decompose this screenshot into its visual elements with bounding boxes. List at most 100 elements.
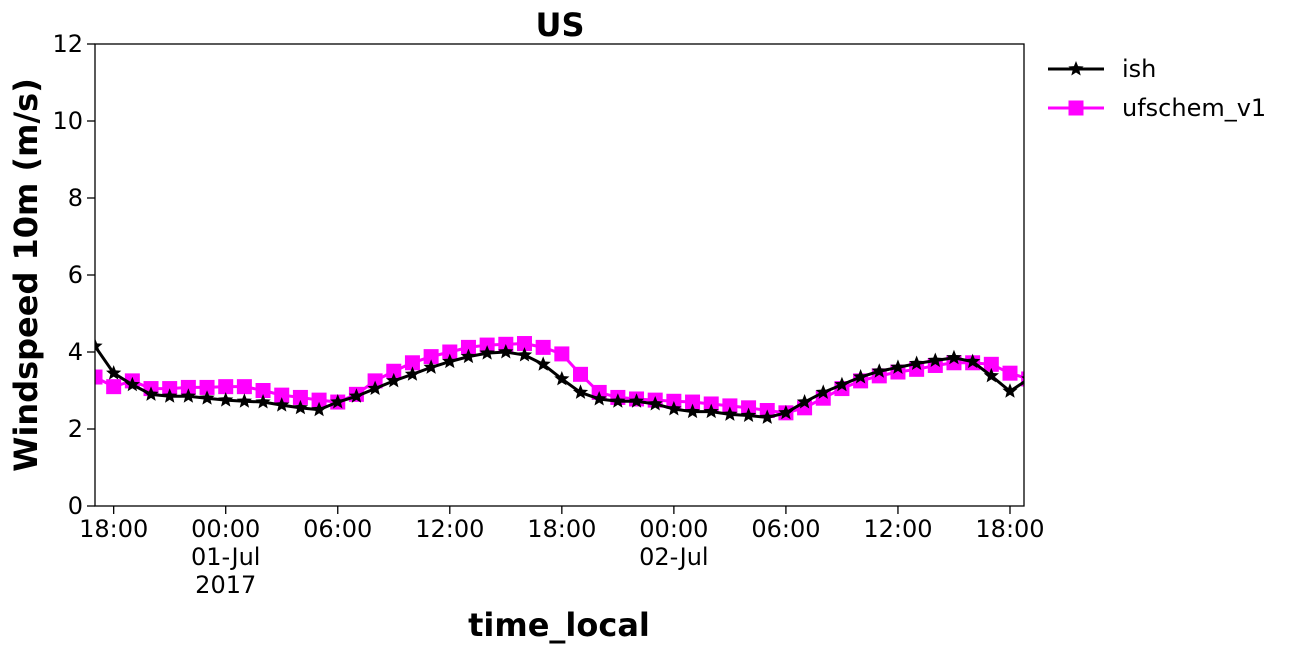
x-tick-label: 06:00 — [303, 515, 372, 543]
data-point — [516, 336, 532, 352]
data-point — [853, 369, 869, 384]
data-point — [143, 386, 159, 401]
y-tick-label: 6 — [68, 261, 83, 289]
legend-label-ufschem_v1: ufschem_v1 — [1122, 94, 1266, 122]
chart-title: US — [535, 6, 584, 44]
data-point — [460, 339, 476, 355]
data-point — [236, 379, 252, 395]
data-point — [965, 353, 981, 369]
data-point — [740, 407, 757, 422]
x-tick-label: 00:00 — [191, 515, 260, 543]
data-point — [890, 359, 906, 374]
data-point — [1002, 365, 1018, 381]
data-point — [274, 387, 290, 403]
data-point — [255, 394, 271, 409]
data-point — [386, 372, 402, 388]
data-point — [684, 403, 701, 419]
data-point — [199, 379, 215, 395]
x-tick-label: 18:00 — [975, 515, 1044, 543]
data-point — [423, 349, 439, 365]
data-point — [236, 393, 252, 408]
data-point — [535, 339, 551, 355]
data-point — [162, 388, 178, 403]
data-point — [927, 352, 943, 367]
legend-label-ish: ish — [1122, 55, 1156, 83]
data-point — [703, 403, 719, 419]
legend-marker-ufschem_v1 — [1068, 100, 1084, 116]
x-tick-label: 18:00 — [79, 515, 148, 543]
data-point — [442, 353, 458, 369]
data-point — [218, 392, 234, 407]
data-point — [983, 356, 999, 372]
data-point — [554, 346, 570, 362]
y-tick-label: 2 — [68, 415, 83, 443]
data-point — [815, 384, 831, 399]
data-point — [573, 366, 589, 382]
plot-frame — [94, 43, 1025, 507]
data-point — [685, 394, 701, 410]
data-point — [386, 363, 402, 379]
data-point — [498, 344, 514, 359]
data-point — [442, 344, 458, 360]
data-point — [722, 406, 738, 421]
data-point — [311, 401, 327, 417]
data-point — [330, 394, 346, 409]
y-tick-label: 0 — [68, 492, 83, 520]
data-point — [292, 389, 308, 405]
data-point — [274, 397, 290, 412]
data-point — [180, 388, 196, 403]
data-point — [647, 395, 663, 411]
data-point — [572, 384, 589, 399]
x-axis-label: time_local — [468, 606, 650, 644]
data-point — [535, 356, 551, 371]
data-point — [1021, 371, 1024, 387]
data-point — [479, 337, 495, 353]
data-point — [199, 390, 215, 405]
x-tick-label: 2017 — [195, 571, 256, 599]
data-point — [95, 338, 103, 353]
y-tick-label: 12 — [52, 30, 83, 58]
data-point — [722, 398, 738, 414]
x-tick-label: 06:00 — [751, 515, 820, 543]
data-point — [180, 379, 196, 395]
legend: ish ufschem_v1 — [1048, 55, 1266, 122]
data-point — [591, 390, 607, 406]
data-point — [218, 379, 234, 395]
data-point — [909, 355, 925, 371]
y-axis: 0 2 4 6 8 10 12 — [52, 30, 95, 520]
data-point — [946, 349, 962, 365]
data-point — [759, 409, 775, 424]
data-point — [516, 347, 533, 362]
data-point — [423, 359, 439, 374]
y-tick-label: 4 — [68, 338, 83, 366]
data-point — [348, 388, 365, 403]
y-tick-label: 10 — [52, 107, 83, 135]
data-point — [311, 392, 327, 408]
data-point — [367, 380, 383, 396]
data-point — [628, 393, 645, 408]
data-point — [106, 379, 122, 395]
x-tick-label: 12:00 — [863, 515, 932, 543]
data-point — [610, 393, 626, 408]
x-tick-label: 12:00 — [415, 515, 484, 543]
y-tick-label: 8 — [68, 184, 83, 212]
data-point — [106, 365, 122, 380]
legend-marker-ish — [1068, 61, 1084, 76]
data-point — [460, 348, 477, 364]
y-axis-label: Windspeed 10m (m/s) — [7, 78, 45, 472]
data-point — [834, 376, 850, 392]
x-tick-label: 00:00 — [639, 515, 708, 543]
data-point — [255, 383, 271, 398]
data-point — [292, 399, 309, 415]
data-point — [124, 376, 140, 392]
data-point — [404, 366, 421, 381]
series-layer — [95, 336, 1024, 424]
data-point — [871, 363, 887, 378]
data-point — [983, 367, 999, 383]
data-point — [778, 404, 794, 420]
data-point — [796, 394, 813, 409]
data-point — [554, 370, 570, 386]
x-tick-label: 02-Jul — [639, 543, 709, 571]
data-point — [95, 369, 103, 385]
